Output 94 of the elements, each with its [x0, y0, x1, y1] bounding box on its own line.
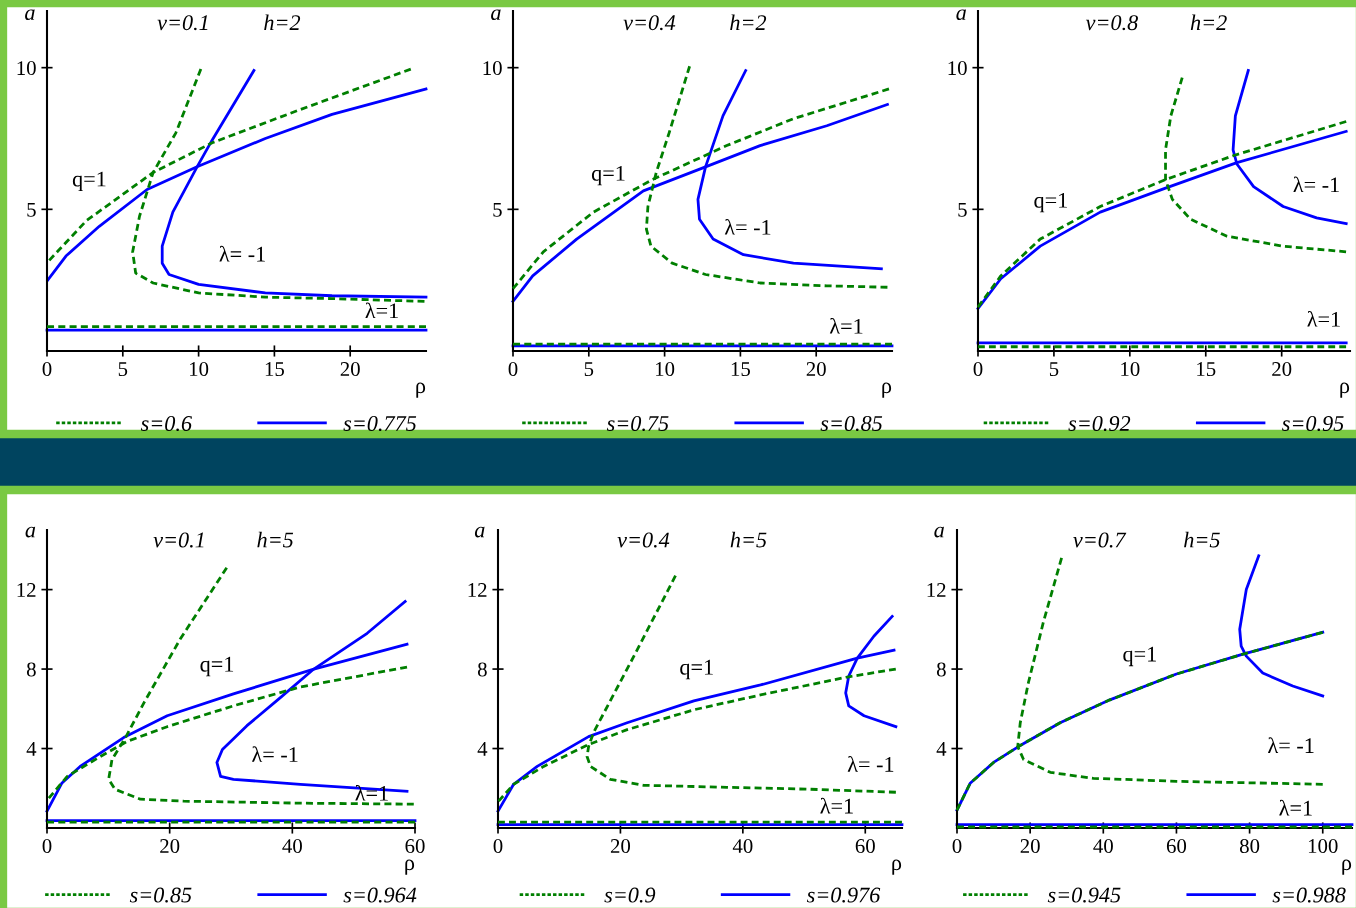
chart-title: v=0.8 [1085, 15, 1138, 31]
annotation: λ=1 [820, 797, 853, 814]
y-axis-title: a [934, 526, 944, 538]
y-axis-title: a [956, 9, 966, 21]
x-tick-label: 15 [265, 362, 284, 377]
y-axis-title: a [25, 9, 35, 21]
chart-subtitle: h=5 [1184, 531, 1220, 548]
x-tick-label: 40 [732, 839, 753, 854]
x-tick-label: 20 [1272, 362, 1292, 377]
annotation: λ=1 [1279, 799, 1312, 816]
legend-label: s=0.75 [606, 415, 669, 432]
x-tick-label: 0 [508, 362, 518, 377]
y-tick-label: 8 [477, 662, 487, 677]
legend-label: s=0.964 [343, 887, 417, 903]
annotation: λ=1 [1307, 310, 1340, 327]
x-tick-label: 10 [190, 362, 209, 377]
chart-title: v=0.1 [153, 532, 204, 548]
annotation: λ= -1 [724, 218, 771, 235]
annotation: q=1 [200, 656, 234, 677]
x-tick-label: 5 [584, 362, 594, 377]
legend-label: s=0.9 [604, 887, 656, 903]
y-tick-label: 12 [17, 583, 36, 597]
y-axis-title: a [491, 9, 501, 21]
annotation: λ=1 [365, 302, 398, 319]
x-tick-label: 5 [118, 362, 128, 377]
x-axis-title: ρ [882, 382, 892, 398]
annotation: q=1 [72, 171, 106, 192]
x-tick-label: 80 [1239, 839, 1260, 854]
annotation: λ= -1 [219, 245, 265, 262]
annotation: λ=1 [829, 317, 863, 334]
x-tick-label: 0 [952, 839, 962, 854]
legend-label: s=0.85 [129, 887, 192, 903]
x-tick-label: 20 [160, 839, 180, 854]
x-tick-label: 0 [493, 839, 503, 854]
chart-subtitle: h=2 [1190, 14, 1227, 30]
annotation: λ= -1 [1293, 176, 1339, 193]
y-axis-title: a [474, 526, 485, 538]
x-tick-label: 0 [42, 839, 52, 854]
x-tick-label: 60 [1166, 839, 1187, 854]
annotation: λ= -1 [847, 756, 894, 772]
x-tick-label: 10 [1121, 362, 1140, 377]
annotation: q=1 [591, 165, 625, 186]
x-axis-title: ρ [405, 859, 415, 875]
y-tick-label: 8 [26, 662, 36, 677]
legend-label: s=0.976 [806, 887, 881, 903]
x-tick-label: 20 [610, 839, 631, 854]
y-tick-label: 4 [477, 742, 488, 756]
x-tick-label: 40 [282, 839, 302, 854]
x-tick-label: 0 [42, 362, 52, 377]
y-tick-label: 4 [26, 742, 37, 756]
x-tick-label: 20 [1020, 839, 1040, 854]
legend-label: s=0.92 [1068, 415, 1131, 432]
chart-subtitle: h=5 [730, 531, 767, 548]
legend-label: s=0.775 [343, 415, 417, 432]
annotation: q=1 [1123, 646, 1156, 667]
chart-subtitle: h=2 [730, 14, 767, 30]
x-tick-label: 15 [1197, 362, 1216, 377]
chart-subtitle: h=5 [257, 531, 294, 548]
annotation: λ= -1 [1268, 737, 1314, 753]
x-tick-label: 10 [656, 362, 675, 377]
y-tick-label: 12 [468, 583, 487, 597]
y-tick-label: 10 [17, 61, 36, 76]
y-tick-label: 5 [27, 202, 36, 217]
chart-title: v=0.7 [1073, 532, 1127, 548]
legend-label: s=0.95 [1282, 415, 1344, 432]
annotation: λ= -1 [252, 746, 298, 762]
x-tick-label: 40 [1093, 839, 1113, 854]
x-tick-label: 15 [731, 362, 750, 377]
x-tick-label: 60 [855, 839, 875, 854]
annotation: q=1 [680, 659, 713, 680]
annotation: q=1 [1034, 192, 1067, 213]
y-tick-label: 12 [927, 583, 946, 597]
y-tick-label: 4 [936, 742, 947, 756]
x-axis-title: ρ [1342, 859, 1352, 875]
x-axis-title: ρ [1340, 382, 1350, 398]
x-tick-label: 20 [806, 362, 826, 377]
chart-title: v=0.4 [617, 532, 670, 548]
legend-label: s=0.6 [140, 415, 192, 432]
x-tick-label: 100 [1308, 839, 1338, 854]
chart-title: v=0.4 [623, 15, 676, 31]
legend-label: s=0.945 [1047, 887, 1121, 903]
chart-subtitle: h=2 [264, 14, 301, 30]
y-axis-title: a [25, 526, 36, 538]
x-axis-title: ρ [416, 382, 426, 398]
y-tick-label: 10 [483, 61, 502, 76]
x-axis-title: ρ [892, 859, 902, 875]
x-tick-label: 20 [340, 362, 360, 377]
x-tick-label: 0 [973, 362, 983, 377]
legend-label: s=0.988 [1272, 887, 1346, 903]
legend-label: s=0.85 [820, 415, 883, 432]
x-tick-label: 60 [405, 839, 425, 854]
y-tick-label: 8 [936, 662, 946, 677]
x-tick-label: 5 [1049, 362, 1059, 377]
chart-title: v=0.1 [157, 15, 208, 31]
